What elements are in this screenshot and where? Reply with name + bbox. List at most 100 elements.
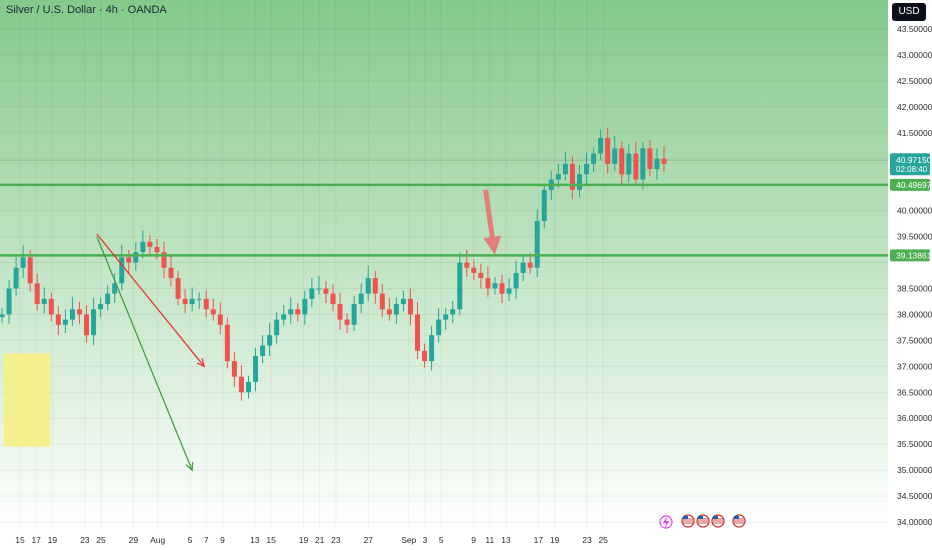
price-tick-label: 34.00000 (897, 517, 932, 527)
candle-body (584, 163, 590, 175)
candle-body (112, 283, 118, 294)
candle-body (605, 137, 611, 164)
candle-body (309, 288, 315, 299)
candle-body (260, 345, 266, 356)
time-tick-label: 23 (80, 535, 90, 545)
price-tick-label: 41.50000 (897, 128, 932, 138)
candle-body (450, 309, 456, 315)
time-tick-label: 5 (439, 535, 444, 545)
price-tick-label: 42.50000 (897, 76, 932, 86)
candle-body (189, 298, 195, 305)
price-axis[interactable]: 43.50000 43.00000 42.50000 42.00000 41.50000… (890, 24, 932, 527)
time-tick-label: 23 (331, 535, 341, 545)
candle-body (576, 174, 582, 190)
candle-body (13, 267, 19, 289)
candle-body (351, 304, 357, 325)
level-price-box[interactable] (890, 178, 930, 191)
candle-body (126, 257, 132, 263)
candle-body (69, 309, 75, 320)
candle-body (119, 257, 125, 284)
candle-body (175, 278, 181, 299)
candle-body (598, 137, 604, 154)
candle-body (499, 283, 505, 294)
annotations[interactable] (96, 189, 502, 472)
us-flag-icon[interactable] (732, 514, 746, 528)
time-tick-label: 25 (96, 535, 106, 545)
time-tick-label: 13 (250, 535, 260, 545)
candle-body (154, 246, 160, 253)
time-tick-label: 21 (315, 535, 325, 545)
candle-body (161, 252, 167, 268)
candle-body (569, 163, 575, 190)
time-tick-label: 27 (364, 535, 374, 545)
plot-background (0, 0, 888, 530)
price-tick-label: 36.50000 (897, 387, 932, 397)
lightning-icon[interactable] (659, 515, 673, 529)
down-arrow[interactable] (483, 189, 502, 255)
candle-body (133, 252, 139, 263)
time-axis[interactable]: 15 17 19 23 25 29 Aug 5 7 9 13 15 19 21 23 27 Sep 3 5 9 11 13… (15, 535, 608, 545)
candle-body (27, 257, 33, 284)
candle-body (492, 283, 498, 289)
us-flag-icon[interactable] (681, 514, 695, 528)
candle-body (231, 361, 237, 377)
candle-body (288, 309, 294, 315)
current-price-box[interactable] (890, 153, 930, 176)
time-tick-label: Sep (401, 535, 416, 545)
time-tick-label: 9 (471, 535, 476, 545)
candle-body (534, 221, 540, 268)
price-tick-label: 37.00000 (897, 361, 932, 371)
candle-body (62, 319, 68, 325)
time-tick-label: Aug (150, 535, 165, 545)
red-trendline-arrowhead (196, 358, 206, 368)
highlight-box[interactable] (3, 353, 51, 447)
level-price-box[interactable] (890, 249, 930, 262)
us-flag-icon[interactable] (696, 514, 710, 528)
time-tick-label: 19 (48, 535, 58, 545)
time-tick-label: 3 (423, 535, 428, 545)
event-icons[interactable] (659, 514, 746, 529)
time-axis-background (0, 530, 932, 550)
price-tick-label: 43.00000 (897, 50, 932, 60)
level-price-label: 40.49697 (896, 180, 932, 190)
chart-title: Silver / U.S. Dollar · 4h · OANDA (6, 4, 167, 16)
candle-body (506, 288, 512, 294)
us-flag-icon[interactable] (711, 514, 725, 528)
candle-body (147, 241, 153, 247)
price-tick-label: 35.00000 (897, 465, 932, 475)
level-price-label: 39.13861 (896, 250, 932, 260)
price-tick-label: 42.00000 (897, 102, 932, 112)
candle-body (41, 298, 47, 305)
currency-button[interactable]: USD (892, 3, 926, 21)
candle-body (91, 309, 97, 336)
candle-body (316, 288, 322, 290)
candle-body (520, 262, 526, 273)
candle-body (612, 148, 618, 164)
time-tick-label: 15 (266, 535, 276, 545)
time-tick-label: 7 (204, 535, 209, 545)
candle-body (48, 298, 54, 315)
candle-body (76, 309, 82, 315)
red-trendline[interactable] (96, 233, 205, 367)
price-tick-label: 35.50000 (897, 439, 932, 449)
candle-body (295, 309, 301, 315)
candle-body (281, 314, 287, 320)
candle-body (210, 309, 216, 315)
candle-body (217, 314, 223, 325)
time-tick-label: 23 (582, 535, 592, 545)
candle-body (330, 293, 336, 305)
support-levels[interactable] (0, 183, 888, 257)
candle-body (429, 335, 435, 362)
time-tick-label: 13 (501, 535, 511, 545)
candle-body (436, 319, 442, 336)
candle-body (238, 376, 244, 393)
candle-body (422, 350, 428, 362)
candles (0, 127, 667, 401)
price-tick-label: 37.50000 (897, 335, 932, 345)
candle-body (478, 272, 484, 279)
green-trendline[interactable] (96, 236, 193, 471)
candle-body (407, 298, 413, 315)
time-tick-label: 29 (129, 535, 139, 545)
price-tick-label: 43.50000 (897, 24, 932, 34)
